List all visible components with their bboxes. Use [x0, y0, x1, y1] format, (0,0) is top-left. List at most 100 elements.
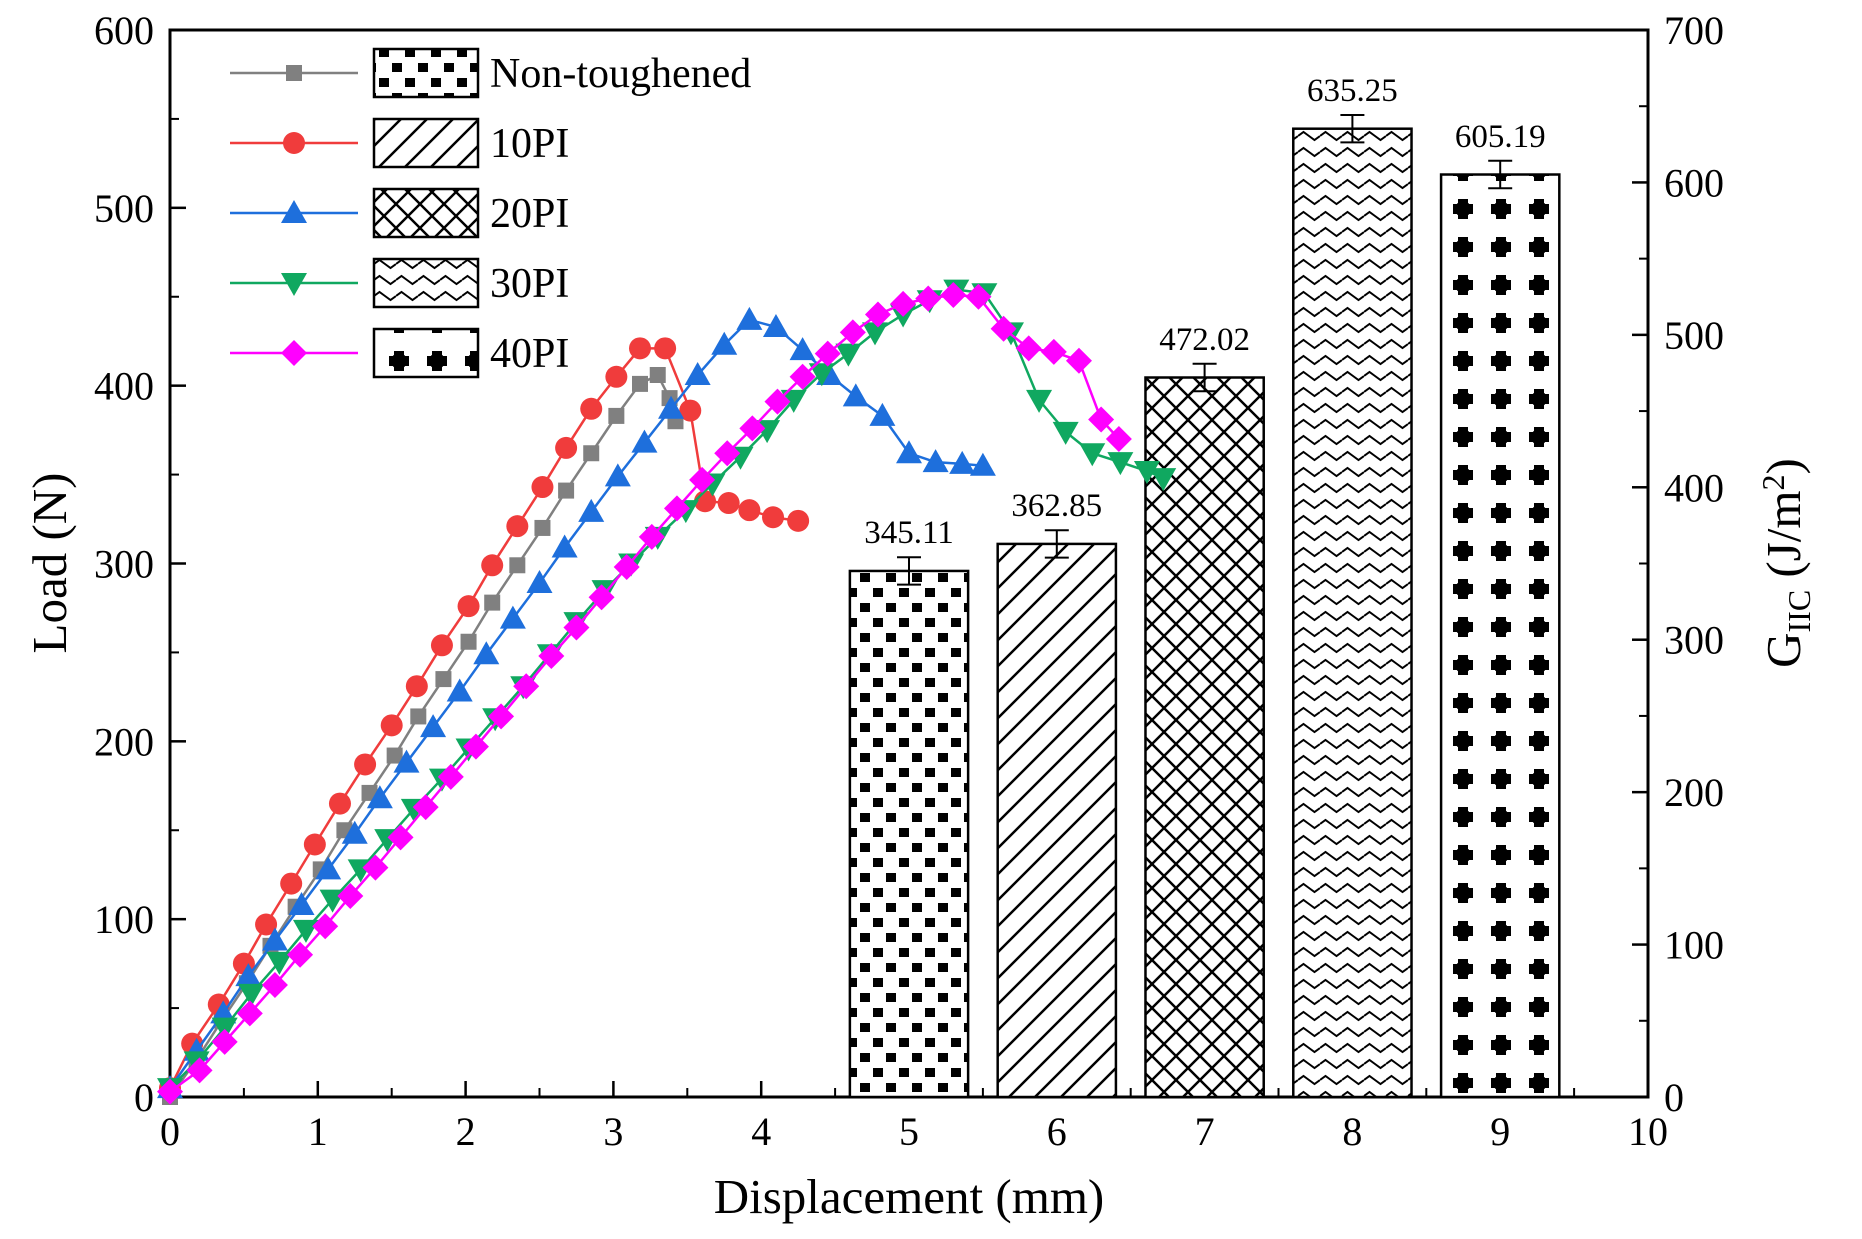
axes-layer: 0 1 2 3 4 5 6 7 8 9 100100200300400500600010020030… — [94, 8, 1724, 1154]
data-point — [862, 322, 889, 346]
y-right-tick-label: 0 — [1664, 1075, 1684, 1120]
data-point — [435, 671, 452, 688]
series-20pi — [157, 306, 996, 1099]
data-point — [808, 363, 835, 387]
data-point — [869, 402, 896, 426]
x-tick-label: 3 — [603, 1109, 623, 1154]
y-left-axis-title: Load (N) — [22, 473, 77, 654]
data-point — [990, 315, 1017, 342]
series-40pi — [157, 281, 1132, 1105]
data-point — [558, 482, 575, 499]
data-point — [437, 763, 464, 790]
data-point — [915, 285, 942, 312]
data-point — [890, 290, 917, 317]
data-point — [280, 872, 303, 895]
data-point — [551, 534, 578, 558]
y-left-tick-label: 300 — [94, 542, 154, 587]
y-right-tick-label: 500 — [1664, 313, 1724, 358]
data-point — [534, 519, 551, 536]
data-point — [362, 854, 389, 881]
data-point — [292, 919, 319, 943]
bar-value-label: 605.19 — [1455, 119, 1546, 155]
data-point — [969, 452, 996, 476]
data-point — [949, 450, 976, 474]
y-right-tick-label: 100 — [1664, 923, 1724, 968]
data-point — [457, 595, 480, 618]
x-tick-label: 9 — [1490, 1109, 1510, 1154]
data-point — [780, 389, 807, 413]
legend-entry: Non-toughened — [230, 47, 751, 99]
y-right-title-main: G — [1756, 632, 1811, 667]
data-point — [538, 642, 565, 669]
legend-swatch — [372, 187, 480, 239]
data-point — [711, 331, 738, 355]
data-point — [312, 913, 339, 940]
data-point — [1088, 406, 1115, 433]
legend-entry: 20PI — [230, 187, 569, 239]
y-right-title-sup: 2 — [1755, 474, 1791, 490]
data-point — [386, 747, 403, 764]
data-point — [578, 498, 605, 522]
series-10pi — [159, 337, 810, 1100]
data-point — [186, 1057, 213, 1084]
data-point — [965, 283, 992, 310]
data-point — [287, 941, 314, 968]
y-right-tick-label: 300 — [1664, 618, 1724, 663]
legend-swatch — [372, 257, 480, 309]
legend-entry: 30PI — [230, 257, 569, 309]
data-point — [580, 397, 603, 420]
data-point — [473, 641, 500, 665]
data-point — [506, 515, 529, 538]
data-point — [896, 440, 922, 464]
data-point — [787, 509, 810, 532]
data-point — [940, 281, 967, 308]
data-point — [679, 399, 702, 422]
data-point — [405, 675, 428, 698]
data-point — [366, 785, 393, 809]
data-point — [303, 833, 326, 856]
legend-swatch — [372, 47, 480, 99]
data-point — [266, 951, 293, 975]
data-point — [315, 856, 342, 880]
data-point — [1133, 461, 1160, 485]
x-tick-label: 10 — [1628, 1109, 1668, 1154]
data-point — [1107, 452, 1134, 476]
data-point — [420, 714, 447, 738]
data-point — [762, 313, 789, 337]
data-point — [864, 301, 891, 328]
data-point — [605, 365, 628, 388]
data-point — [481, 554, 504, 577]
data-point — [631, 429, 658, 453]
data-point — [604, 463, 631, 487]
legend-swatch — [372, 327, 480, 379]
data-point — [288, 891, 315, 915]
y-right-title-close: ) — [1756, 458, 1811, 474]
data-point — [412, 794, 439, 821]
data-point — [410, 708, 427, 725]
data-point — [613, 554, 640, 581]
data-point — [922, 449, 949, 473]
x-tick-label: 6 — [1047, 1109, 1067, 1154]
data-point — [460, 633, 477, 650]
data-point — [499, 605, 526, 629]
data-point — [513, 673, 540, 700]
data-point — [839, 319, 866, 346]
data-point — [583, 445, 600, 462]
data-point — [789, 363, 816, 390]
data-point — [509, 557, 526, 574]
data-point — [762, 506, 785, 529]
data-point — [488, 703, 515, 730]
data-point — [684, 361, 711, 385]
legend-label: 40PI — [490, 331, 569, 377]
bar — [1439, 173, 1561, 1099]
x-tick-label: 0 — [160, 1109, 180, 1154]
data-point — [555, 436, 578, 459]
data-point — [261, 927, 288, 951]
legend-entry: 40PI — [230, 327, 569, 379]
lines-layer — [157, 279, 1177, 1105]
data-point — [588, 584, 615, 611]
data-point — [717, 492, 740, 515]
legend-marker — [281, 273, 307, 296]
legend-marker — [281, 340, 307, 366]
legend: Non-toughened 10PI 20PI 30PI 40PI — [230, 47, 751, 379]
